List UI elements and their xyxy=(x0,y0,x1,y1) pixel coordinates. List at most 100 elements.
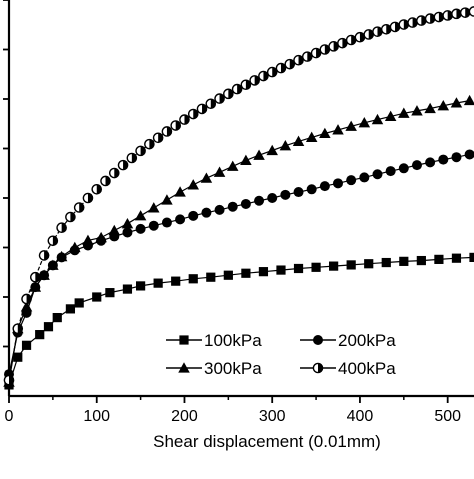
point-200kPa-25 xyxy=(306,184,317,195)
legend-label-400kPa: 400kPa xyxy=(338,359,396,378)
legend-label-100kPa: 100kPa xyxy=(204,331,262,350)
point-100kPa-12 xyxy=(153,278,163,288)
point-300kPa-36 xyxy=(450,97,463,108)
point-400kPa-14 xyxy=(126,152,138,164)
point-400kPa-45-half xyxy=(403,19,409,30)
point-400kPa-36-half xyxy=(324,44,330,55)
point-200kPa-36 xyxy=(451,152,462,163)
legend-label-200kPa: 200kPa xyxy=(338,331,396,350)
x-tick-label-4: 400 xyxy=(347,408,374,425)
point-400kPa-21 xyxy=(187,108,199,120)
point-300kPa-18 xyxy=(213,166,226,177)
point-400kPa-1 xyxy=(12,323,24,334)
point-400kPa-11 xyxy=(100,175,111,187)
legend-marker-200kPa xyxy=(313,335,323,345)
point-400kPa-49-half xyxy=(438,12,444,22)
point-300kPa-27 xyxy=(332,124,344,135)
point-400kPa-31-half xyxy=(280,63,286,73)
point-400kPa-8-half xyxy=(79,202,84,213)
point-400kPa-0-half xyxy=(9,375,14,385)
point-300kPa-16 xyxy=(187,179,199,190)
point-400kPa-6-half xyxy=(61,223,67,233)
point-100kPa-28 xyxy=(434,254,444,264)
legend-marker-100kPa xyxy=(179,335,189,345)
legend: 100kPa 200kPa 300kPa 400kPa xyxy=(166,331,396,378)
point-400kPa-32-half xyxy=(289,59,295,69)
x-tick-label-5: 500 xyxy=(434,408,461,425)
point-400kPa-21-half xyxy=(193,109,198,119)
point-400kPa-13-half xyxy=(123,160,128,170)
point-100kPa-19 xyxy=(276,265,286,275)
point-200kPa-24 xyxy=(293,187,304,198)
point-400kPa-18-half xyxy=(166,126,172,137)
point-400kPa-43-half xyxy=(386,24,391,34)
point-400kPa-18 xyxy=(161,126,173,137)
point-300kPa-20 xyxy=(240,154,252,165)
point-200kPa-11 xyxy=(122,227,133,238)
point-300kPa-14 xyxy=(161,194,173,205)
point-400kPa-4 xyxy=(38,250,50,261)
point-400kPa-29-half xyxy=(263,71,269,81)
point-400kPa-44 xyxy=(389,21,401,33)
point-400kPa-1-half xyxy=(17,324,23,334)
point-400kPa-28 xyxy=(249,75,260,86)
point-300kPa-37 xyxy=(463,94,474,106)
point-100kPa-23 xyxy=(346,260,356,270)
point-300kPa-11 xyxy=(121,217,134,229)
point-200kPa-23 xyxy=(280,189,291,200)
point-100kPa-22 xyxy=(329,261,339,271)
point-200kPa-21 xyxy=(254,195,265,206)
point-400kPa-27-half xyxy=(245,80,251,90)
point-400kPa-31 xyxy=(275,62,287,74)
point-400kPa-6 xyxy=(56,222,67,233)
point-400kPa-37 xyxy=(328,41,339,52)
point-200kPa-31 xyxy=(385,166,396,177)
x-tick-label-0: 0 xyxy=(5,408,14,425)
point-200kPa-29 xyxy=(359,172,370,183)
point-400kPa-33-half xyxy=(298,55,304,65)
point-400kPa-26 xyxy=(231,83,243,95)
legend-marker-300kPa xyxy=(178,362,190,373)
point-300kPa-13 xyxy=(148,202,160,213)
point-400kPa-47 xyxy=(416,15,427,26)
point-200kPa-19 xyxy=(227,201,238,212)
point-400kPa-9-half xyxy=(87,193,93,203)
point-300kPa-29 xyxy=(358,117,371,128)
point-400kPa-12-half xyxy=(114,168,119,178)
point-200kPa-26 xyxy=(319,181,330,192)
point-400kPa-15 xyxy=(135,145,146,157)
point-400kPa-16-half xyxy=(149,139,154,149)
point-400kPa-28-half xyxy=(254,75,260,85)
point-400kPa-2-half xyxy=(26,294,32,304)
point-300kPa-26 xyxy=(319,127,331,139)
point-100kPa-14 xyxy=(188,274,198,284)
point-400kPa-19 xyxy=(170,120,181,131)
point-400kPa-52 xyxy=(459,7,471,18)
point-400kPa-12 xyxy=(108,167,120,179)
point-400kPa-13 xyxy=(117,159,129,171)
point-400kPa-20-half xyxy=(184,114,190,125)
point-400kPa-46 xyxy=(407,17,418,28)
point-400kPa-20 xyxy=(179,114,190,125)
point-400kPa-29 xyxy=(258,70,269,82)
point-400kPa-3 xyxy=(30,271,41,283)
point-200kPa-13 xyxy=(148,220,159,231)
point-400kPa-50-half xyxy=(447,10,453,21)
x-tick-label-2: 200 xyxy=(171,408,198,425)
point-100kPa-2 xyxy=(21,340,32,350)
point-400kPa-11-half xyxy=(105,176,111,186)
point-400kPa-9 xyxy=(82,192,94,204)
point-400kPa-50 xyxy=(442,10,453,21)
point-400kPa-5 xyxy=(47,235,59,247)
point-400kPa-48-half xyxy=(430,14,435,24)
x-tick-label-1: 100 xyxy=(83,408,110,425)
point-400kPa-45 xyxy=(398,19,410,30)
x-axis-label: Shear displacement (0.01mm) xyxy=(153,432,381,451)
point-300kPa-31 xyxy=(384,110,397,122)
point-200kPa-12 xyxy=(135,223,146,234)
point-100kPa-29 xyxy=(451,253,462,263)
point-200kPa-15 xyxy=(175,214,186,225)
point-400kPa-8 xyxy=(73,202,85,213)
point-400kPa-14-half xyxy=(131,153,137,163)
